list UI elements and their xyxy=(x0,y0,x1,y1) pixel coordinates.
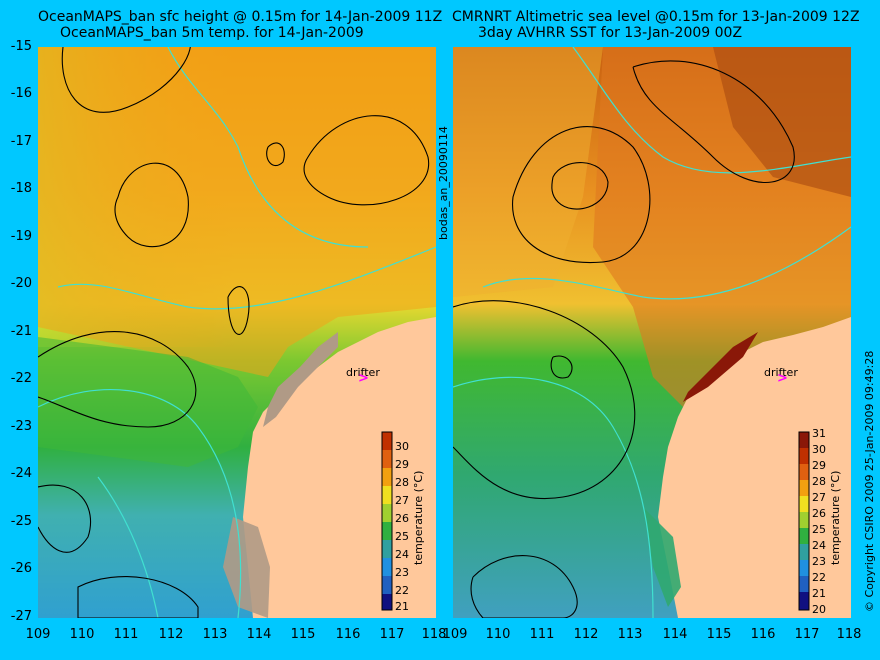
cb-tick: 26 xyxy=(812,507,826,520)
cb-tick: 27 xyxy=(812,491,826,504)
y-tick: -15 xyxy=(10,39,32,54)
y-tick: -22 xyxy=(10,371,32,386)
x-tick: 115 xyxy=(706,627,732,642)
y-tick: -25 xyxy=(10,514,32,529)
y-tick: -16 xyxy=(10,86,32,101)
x-tick: 117 xyxy=(794,627,820,642)
left-map-panel xyxy=(38,47,436,618)
y-tick: -20 xyxy=(10,276,32,291)
x-tick: 112 xyxy=(573,627,599,642)
left-colorbar-title: temperature (°C) xyxy=(412,470,425,565)
cb-tick: 26 xyxy=(395,512,409,525)
y-tick: -27 xyxy=(10,609,32,624)
x-tick: 113 xyxy=(202,627,228,642)
middle-run-label: bodas_an_20090114 xyxy=(437,126,450,240)
cb-tick: 29 xyxy=(812,459,826,472)
left-map xyxy=(38,47,436,618)
drifter-label-right: drifter xyxy=(764,366,798,379)
right-colorbar xyxy=(798,431,810,611)
y-tick: -17 xyxy=(10,134,32,149)
coast-contours xyxy=(38,47,436,618)
sea-level-contours xyxy=(38,47,430,618)
x-tick: 114 xyxy=(246,627,272,642)
x-tick: 109 xyxy=(442,627,468,642)
right-title-line1: CMRNRT Altimetric sea level @0.15m for 1… xyxy=(452,9,860,25)
cb-tick: 28 xyxy=(812,475,826,488)
cb-tick: 30 xyxy=(395,440,409,453)
y-tick: -23 xyxy=(10,419,32,434)
cb-tick: 25 xyxy=(395,530,409,543)
x-tick: 111 xyxy=(113,627,139,642)
y-tick: -26 xyxy=(10,561,32,576)
x-tick: 115 xyxy=(290,627,316,642)
right-title-line2: 3day AVHRR SST for 13-Jan-2009 00Z xyxy=(478,25,743,41)
x-tick: 111 xyxy=(529,627,555,642)
sea-level-contours xyxy=(453,60,795,618)
drifter-marker-right: > xyxy=(777,371,788,386)
y-tick: -19 xyxy=(10,229,32,244)
cb-tick: 22 xyxy=(395,584,409,597)
cb-tick: 24 xyxy=(812,539,826,552)
x-tick: 110 xyxy=(69,627,95,642)
cb-tick: 21 xyxy=(395,600,409,613)
cb-tick: 22 xyxy=(812,571,826,584)
cb-tick: 30 xyxy=(812,443,826,456)
y-tick: -21 xyxy=(10,324,32,339)
cb-tick: 21 xyxy=(812,587,826,600)
x-tick: 110 xyxy=(485,627,511,642)
x-tick: 109 xyxy=(25,627,51,642)
x-tick: 117 xyxy=(379,627,405,642)
left-title-line2: OceanMAPS_ban 5m temp. for 14-Jan-2009 xyxy=(60,25,364,41)
cb-tick: 20 xyxy=(812,603,826,616)
x-tick: 116 xyxy=(750,627,776,642)
y-tick: -18 xyxy=(10,181,32,196)
drifter-label-left: drifter xyxy=(346,366,380,379)
left-colorbar xyxy=(381,431,393,611)
cb-tick: 23 xyxy=(812,555,826,568)
cb-tick: 23 xyxy=(395,566,409,579)
x-tick: 118 xyxy=(836,627,862,642)
right-map xyxy=(453,47,851,618)
x-tick: 116 xyxy=(335,627,361,642)
left-title-line1: OceanMAPS_ban sfc height @ 0.15m for 14-… xyxy=(38,9,443,25)
x-tick: 114 xyxy=(662,627,688,642)
right-colorbar-title: temperature (°C) xyxy=(829,470,842,565)
drifter-marker-left: > xyxy=(358,371,369,386)
cb-tick: 29 xyxy=(395,458,409,471)
cb-tick: 31 xyxy=(812,427,826,440)
copyright-label: © Copyright CSIRO 2009 25-Jan-2009 09:49… xyxy=(863,350,876,612)
cb-tick: 24 xyxy=(395,548,409,561)
x-tick: 113 xyxy=(617,627,643,642)
cb-tick: 28 xyxy=(395,476,409,489)
cb-tick: 27 xyxy=(395,494,409,507)
x-tick: 112 xyxy=(158,627,184,642)
right-map-panel xyxy=(453,47,851,618)
x-tick: 118 xyxy=(421,627,447,642)
cb-tick: 25 xyxy=(812,523,826,536)
y-tick: -24 xyxy=(10,466,32,481)
